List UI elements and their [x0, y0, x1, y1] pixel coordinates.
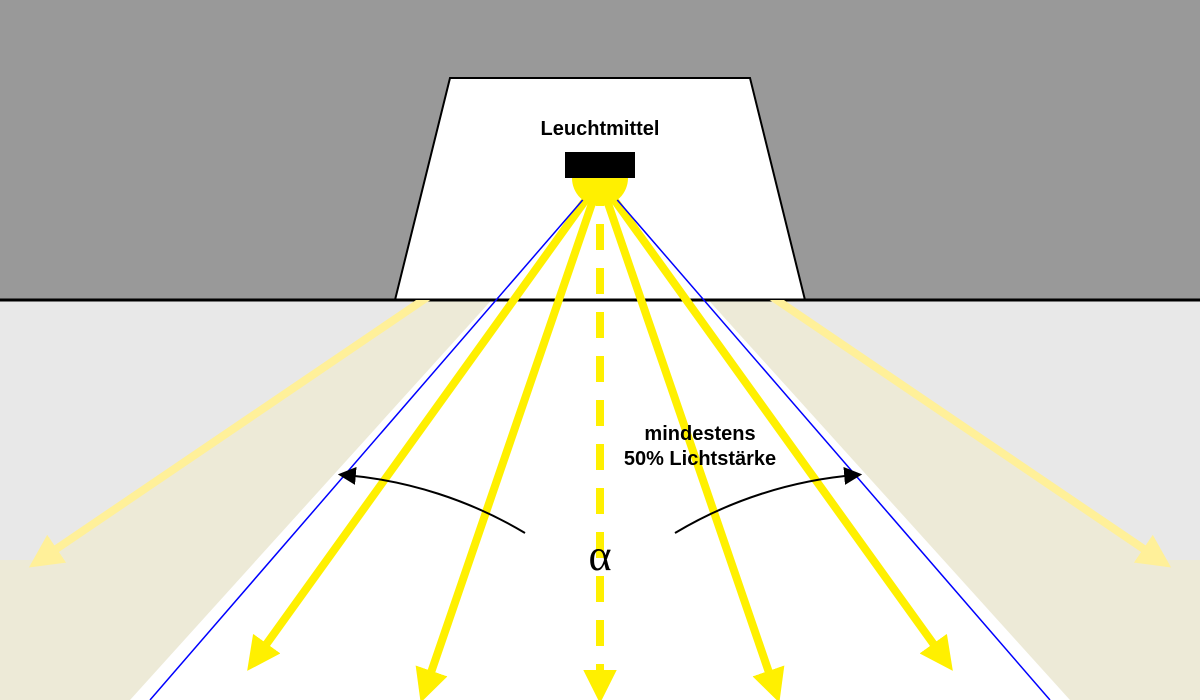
lamp-socket [565, 152, 635, 178]
light-source-label: Leuchtmittel [0, 118, 1200, 141]
light-beam-angle-diagram: Leuchtmittel mindestens 50% Lichtstärke … [0, 0, 1200, 700]
intensity-label: mindestens 50% Lichtstärke [560, 422, 840, 472]
diagram-svg [0, 0, 1200, 700]
angle-alpha-label: α [0, 530, 1200, 581]
